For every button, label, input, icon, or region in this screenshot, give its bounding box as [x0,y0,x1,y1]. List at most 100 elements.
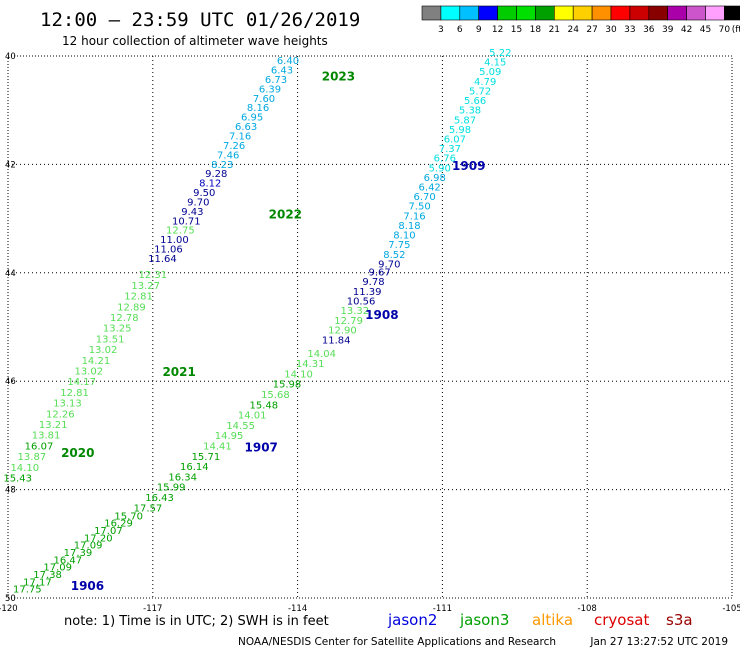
wave-height-point: 14.01 [238,411,267,422]
legend-swatch [667,5,687,21]
track-label: 2022 [269,208,302,222]
wave-height-point: 14.10 [284,369,313,380]
wave-height-point: 16.14 [180,462,209,473]
wave-height-point: 11.84 [322,335,351,346]
legend-tick-label: 33 [624,25,635,35]
wave-height-point: 7.50 [408,202,430,213]
legend-tick-label: 15 [511,25,522,35]
wave-height-point: 17.39 [64,548,93,559]
legend-tick-label: 70 [719,25,731,35]
wave-height-point: 14.17 [67,377,96,388]
wave-height-point: 17.20 [84,533,113,544]
legend-tick-label: 9 [476,25,482,35]
legend-swatch [724,5,740,21]
wave-height-point: 5.09 [479,67,501,78]
satellite-name: altika [532,611,573,629]
legend-tick-label: 6 [457,25,463,35]
altimeter-tracks: 6.406.436.736.397.608.166.956.637.167.26… [3,48,511,596]
y-tick-label: 50 [5,594,16,604]
wave-height-point: 15.71 [192,452,221,463]
chart-subtitle: 12 hour collection of altimeter wave hei… [62,34,328,48]
track-label: 2020 [61,446,94,460]
wave-height-point: 17.38 [33,570,62,581]
legend-tick-label: 45 [700,25,711,35]
wave-height-point: 5.66 [464,96,486,107]
wave-height-point: 4.15 [484,58,506,69]
wave-height-point: 5.90 [429,163,451,174]
legend-swatch [459,5,479,21]
wave-height-point: 11.64 [148,254,177,265]
wave-height-point: 12.81 [60,388,89,399]
wave-height-point: 15.43 [3,473,32,484]
wave-height-point: 9.28 [205,169,227,180]
legend-swatch [591,5,612,21]
legend-tick-label: 27 [586,25,597,35]
wave-height-point: 12.89 [117,302,146,313]
wave-height-point: 8.18 [398,221,420,232]
x-tick-label: -120 [0,604,18,614]
wave-height-point: 6.07 [444,134,466,145]
legend-swatch [516,5,536,21]
wave-height-point: 5.87 [454,115,476,126]
satellite-legend: jason2 jason3 altika cryosat s3a [387,611,693,629]
wave-height-point: 7.37 [439,144,461,155]
satellite-name: jason3 [459,611,509,629]
legend-swatch [440,5,461,21]
track-label: 1906 [71,579,104,593]
legend-tick-label: 18 [530,25,542,35]
wave-height-point: 6.73 [265,75,287,86]
wave-height-point: 6.39 [259,84,281,95]
satellite-name: jason2 [387,611,437,629]
wave-height-point: 7.60 [253,94,275,105]
wave-height-point: 16.47 [54,555,83,566]
wave-height-point: 7.46 [217,150,239,161]
wave-height-point: 16.34 [168,472,197,483]
wave-height-point: 10.71 [172,216,201,227]
legend-swatch [478,5,498,21]
wave-height-point: 6.43 [271,66,293,77]
wave-height-point: 6.70 [413,192,435,203]
wave-height-point: 5.22 [489,48,511,59]
wave-height-point: 9.50 [193,188,215,199]
wave-height-point: 7.26 [223,141,245,152]
wave-height-point: 17.09 [43,563,72,574]
wave-height-point: 11.00 [160,235,189,246]
wave-height-point: 6.98 [424,173,446,184]
track-label: 1908 [365,308,398,322]
wave-height-point: 8.10 [393,231,415,242]
wave-height-point: 11.39 [353,287,382,298]
wave-height-point: 16.29 [104,519,133,530]
wave-height-point: 14.55 [226,421,255,432]
wave-height-point: 14.95 [215,431,244,442]
wave-height-point: 7.16 [229,131,251,142]
wave-height-point: 5.72 [469,86,491,97]
wave-height-point: 14.41 [203,441,232,452]
wave-height-point: 13.51 [96,334,125,345]
wave-height-point: 15.48 [249,400,278,411]
x-tick-label: -111 [433,604,452,614]
wave-height-point: 5.38 [459,106,481,117]
wave-height-point: 15.98 [273,380,302,391]
track-label: 1909 [452,159,485,173]
wave-height-point: 17.75 [13,585,42,596]
wave-height-point: 13.13 [53,399,82,410]
legend-tick-label: 39 [662,25,674,35]
wave-height-point: 9.70 [378,259,400,270]
wave-height-point: 13.32 [341,306,370,317]
x-tick-label: -114 [288,604,307,614]
wave-height-point: 12.78 [110,313,139,324]
wave-height-point: 8.52 [383,250,405,261]
wave-height-point: 10.56 [347,297,376,308]
wave-height-point: 12.75 [166,226,195,237]
x-tick-label: -105 [722,604,740,614]
wave-height-point: 14.21 [82,356,111,367]
legend-swatch [497,5,517,21]
wave-height-point: 12.79 [334,316,363,327]
wave-height-point: 13.81 [32,431,61,442]
wave-height-point: 14.04 [307,349,336,360]
wave-height-point: 8.16 [247,103,269,114]
satellite-name: cryosat [594,611,649,629]
wave-height-point: 14.10 [10,463,39,474]
y-tick-label: 46 [5,377,16,387]
